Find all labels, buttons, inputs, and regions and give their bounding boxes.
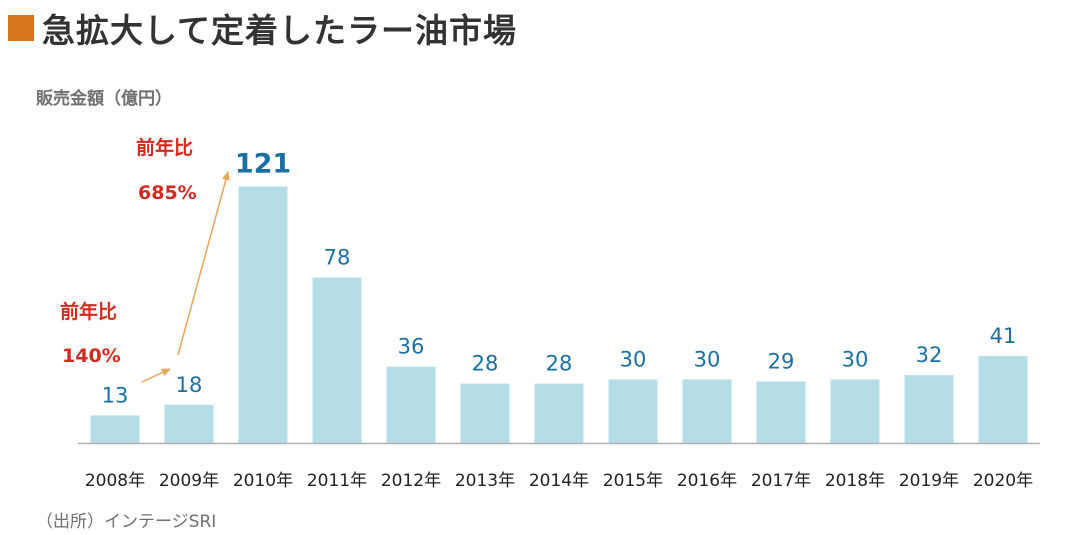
bar-2014 [534, 383, 584, 443]
bar-2018 [830, 379, 880, 443]
bar-2020 [978, 356, 1028, 443]
x-tick-label-2008: 2008年 [85, 471, 145, 491]
value-label-2015: 30 [620, 347, 647, 371]
yoy-label-2010-value: 685% [138, 182, 197, 204]
chart-title: 急拡大して定着したラー油市場 [42, 11, 518, 50]
value-label-2008: 13 [102, 383, 129, 407]
x-tick-label-2013: 2013年 [455, 471, 515, 491]
value-label-2012: 36 [398, 335, 425, 359]
growth-arrow-2010 [177, 171, 230, 356]
chart-title-row: 急拡大して定着したラー油市場 [8, 4, 517, 52]
x-tick-label-2016: 2016年 [677, 471, 737, 491]
bar-2015 [608, 379, 658, 443]
x-tick-label-2010: 2010年 [233, 471, 293, 491]
x-axis-labels-group: 2008年 2009年 2010年 2011年 2012年 2013年 2014年 2015年… [85, 471, 1033, 491]
value-label-2013: 28 [472, 352, 499, 376]
bar-2016 [682, 379, 732, 443]
value-label-2011: 78 [324, 246, 351, 270]
value-label-2018: 30 [842, 347, 869, 371]
x-tick-label-2015: 2015年 [603, 471, 663, 491]
bar-2017 [756, 381, 806, 443]
bar-2012 [386, 366, 436, 443]
value-label-2017: 29 [768, 350, 795, 374]
value-label-2020: 41 [990, 324, 1017, 348]
value-label-2010: 121 [235, 148, 291, 179]
value-label-2014: 28 [546, 352, 573, 376]
x-tick-label-2020: 2020年 [973, 471, 1033, 491]
value-label-2019: 32 [916, 343, 943, 367]
yoy-label-2010-title: 前年比 [136, 136, 193, 159]
x-tick-label-2019: 2019年 [899, 471, 959, 491]
value-labels-group: 13 18 121 78 36 28 28 30 30 29 30 32 41 [102, 148, 1017, 407]
bars-group [90, 186, 1028, 444]
x-tick-label-2012: 2012年 [381, 471, 441, 491]
x-tick-label-2009: 2009年 [159, 471, 219, 491]
bar-2009 [164, 404, 214, 443]
y-axis-unit-label: 販売金額（億円） [36, 89, 172, 109]
source-note: （出所）インテージSRI [36, 512, 217, 532]
bar-2013 [460, 383, 510, 443]
value-label-2009: 18 [176, 373, 203, 397]
yoy-label-2009-title: 前年比 [60, 300, 117, 323]
x-tick-label-2011: 2011年 [307, 471, 367, 491]
x-tick-label-2017: 2017年 [751, 471, 811, 491]
x-tick-label-2018: 2018年 [825, 471, 885, 491]
x-tick-label-2014: 2014年 [529, 471, 589, 491]
value-label-2016: 30 [694, 347, 721, 371]
title-square-icon [8, 15, 34, 41]
yoy-label-2009-value: 140% [62, 345, 121, 367]
bar-2019 [904, 375, 954, 443]
growth-arrow-2009 [141, 368, 171, 383]
bar-2011 [312, 277, 362, 443]
bar-2010 [238, 186, 288, 444]
bar-2008 [90, 415, 140, 443]
